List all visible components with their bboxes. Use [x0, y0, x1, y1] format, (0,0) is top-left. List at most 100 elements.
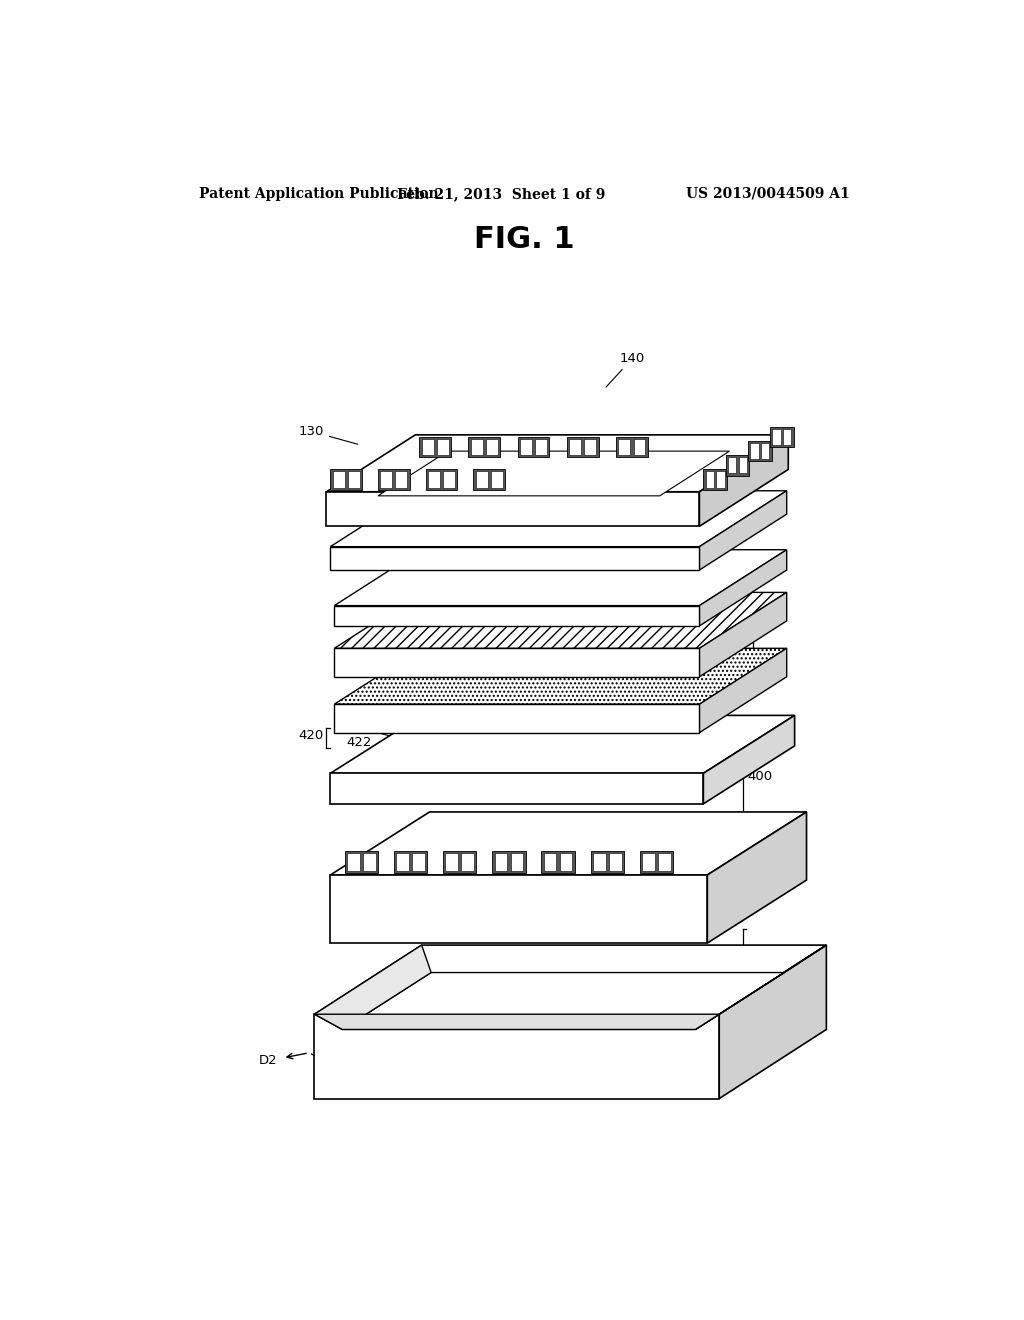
Polygon shape [493, 850, 525, 873]
Polygon shape [542, 850, 574, 873]
Text: 500: 500 [748, 968, 772, 979]
Text: FIG. 1: FIG. 1 [474, 226, 575, 255]
Polygon shape [585, 440, 596, 455]
Polygon shape [342, 973, 784, 1030]
Polygon shape [443, 471, 455, 487]
Polygon shape [634, 440, 645, 455]
Polygon shape [703, 715, 795, 804]
Polygon shape [544, 853, 556, 871]
Polygon shape [378, 470, 410, 490]
Polygon shape [536, 440, 547, 455]
Polygon shape [695, 945, 826, 1030]
Polygon shape [751, 444, 759, 459]
Polygon shape [396, 853, 409, 871]
Polygon shape [748, 441, 772, 461]
Text: 100: 100 [758, 500, 782, 513]
Polygon shape [331, 812, 807, 875]
Text: Patent Application Publication: Patent Application Publication [200, 187, 439, 201]
Polygon shape [334, 549, 786, 606]
Polygon shape [569, 440, 582, 455]
Polygon shape [708, 812, 807, 942]
Polygon shape [609, 853, 622, 871]
Polygon shape [331, 546, 699, 570]
Polygon shape [699, 549, 786, 626]
Polygon shape [428, 471, 440, 487]
Polygon shape [717, 471, 725, 487]
Text: 421: 421 [346, 723, 372, 737]
Polygon shape [348, 471, 359, 487]
Text: 210: 210 [723, 556, 749, 569]
Polygon shape [327, 492, 699, 527]
Text: 220: 220 [723, 597, 749, 609]
Polygon shape [334, 704, 699, 733]
Polygon shape [726, 455, 750, 475]
Polygon shape [699, 593, 786, 677]
Polygon shape [591, 850, 624, 873]
Text: 300: 300 [719, 696, 744, 709]
Text: D1: D1 [341, 1064, 359, 1077]
Polygon shape [738, 457, 748, 474]
Polygon shape [314, 1014, 719, 1030]
Polygon shape [426, 470, 458, 490]
Polygon shape [520, 440, 531, 455]
Polygon shape [334, 648, 699, 677]
Polygon shape [468, 437, 500, 457]
Polygon shape [462, 853, 474, 871]
Text: 410: 410 [412, 792, 437, 805]
Polygon shape [436, 440, 449, 455]
Polygon shape [331, 774, 703, 804]
Polygon shape [473, 470, 505, 490]
Polygon shape [511, 853, 523, 871]
Polygon shape [642, 853, 655, 871]
Text: 400: 400 [748, 770, 772, 783]
Polygon shape [422, 440, 433, 455]
Polygon shape [345, 850, 378, 873]
Polygon shape [380, 471, 392, 487]
Polygon shape [640, 850, 673, 873]
Polygon shape [658, 853, 671, 871]
Polygon shape [518, 437, 550, 457]
Polygon shape [394, 850, 427, 873]
Text: 200: 200 [758, 606, 782, 619]
Polygon shape [772, 429, 780, 445]
Polygon shape [486, 440, 498, 455]
Polygon shape [770, 426, 794, 447]
Polygon shape [699, 434, 788, 527]
Text: 420: 420 [299, 729, 324, 742]
Polygon shape [699, 648, 786, 733]
Polygon shape [616, 437, 648, 457]
Text: 520: 520 [660, 933, 713, 956]
Text: 510: 510 [613, 987, 702, 1003]
Polygon shape [783, 429, 792, 445]
Text: 120: 120 [723, 490, 749, 503]
Text: D2: D2 [259, 1055, 278, 1068]
Polygon shape [475, 471, 487, 487]
Polygon shape [761, 444, 769, 459]
Text: 430: 430 [374, 771, 404, 784]
Text: 422: 422 [346, 737, 372, 750]
Polygon shape [327, 434, 788, 492]
Polygon shape [362, 853, 376, 871]
Polygon shape [593, 853, 605, 871]
Polygon shape [706, 471, 714, 487]
Text: US 2013/0044509 A1: US 2013/0044509 A1 [686, 187, 850, 201]
Polygon shape [334, 593, 786, 648]
Polygon shape [331, 875, 708, 942]
Polygon shape [445, 853, 458, 871]
Polygon shape [314, 945, 431, 1030]
Polygon shape [314, 1014, 719, 1098]
Polygon shape [618, 440, 631, 455]
Polygon shape [331, 491, 786, 546]
Polygon shape [471, 440, 482, 455]
Polygon shape [395, 471, 408, 487]
Polygon shape [560, 853, 572, 871]
Polygon shape [490, 471, 503, 487]
Polygon shape [334, 606, 699, 626]
Polygon shape [699, 491, 786, 570]
Polygon shape [331, 470, 362, 490]
Polygon shape [333, 471, 345, 487]
Text: 140: 140 [606, 351, 645, 387]
Polygon shape [703, 470, 727, 490]
Polygon shape [495, 853, 507, 871]
Polygon shape [331, 715, 795, 774]
